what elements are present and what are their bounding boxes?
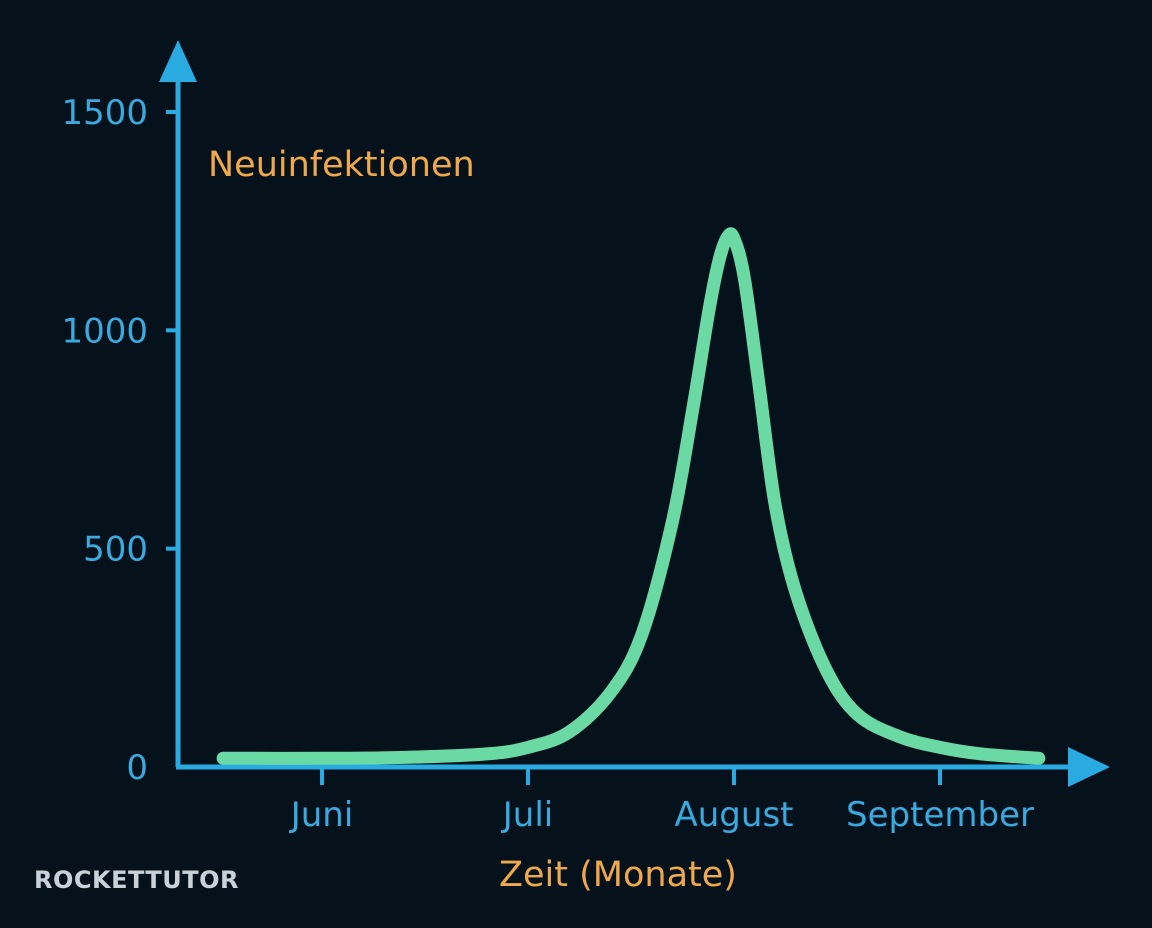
x-tick-label: Juni xyxy=(289,795,354,835)
rockettutor-logo: ROCKETTUTOR xyxy=(34,866,240,894)
x-ticks: Juni Juli August September xyxy=(289,767,1034,835)
y-tick-label: 1500 xyxy=(61,93,148,133)
y-ticks: 0 500 1000 1500 xyxy=(61,93,178,788)
series xyxy=(216,227,1046,765)
y-axis-title: Neuinfektionen xyxy=(208,145,475,185)
x-axis-arrow xyxy=(1068,747,1110,787)
axes xyxy=(159,40,1110,787)
y-tick-label: 0 xyxy=(126,748,148,788)
x-axis-title: Zeit (Monate) xyxy=(499,855,737,895)
x-tick-label: September xyxy=(846,795,1034,835)
x-tick-label: Juli xyxy=(501,795,553,835)
y-tick-label: 500 xyxy=(83,530,148,570)
y-tick-label: 1000 xyxy=(61,311,148,351)
series-line xyxy=(216,227,1046,765)
x-tick-label: August xyxy=(675,795,794,835)
y-axis-arrow xyxy=(159,40,197,82)
